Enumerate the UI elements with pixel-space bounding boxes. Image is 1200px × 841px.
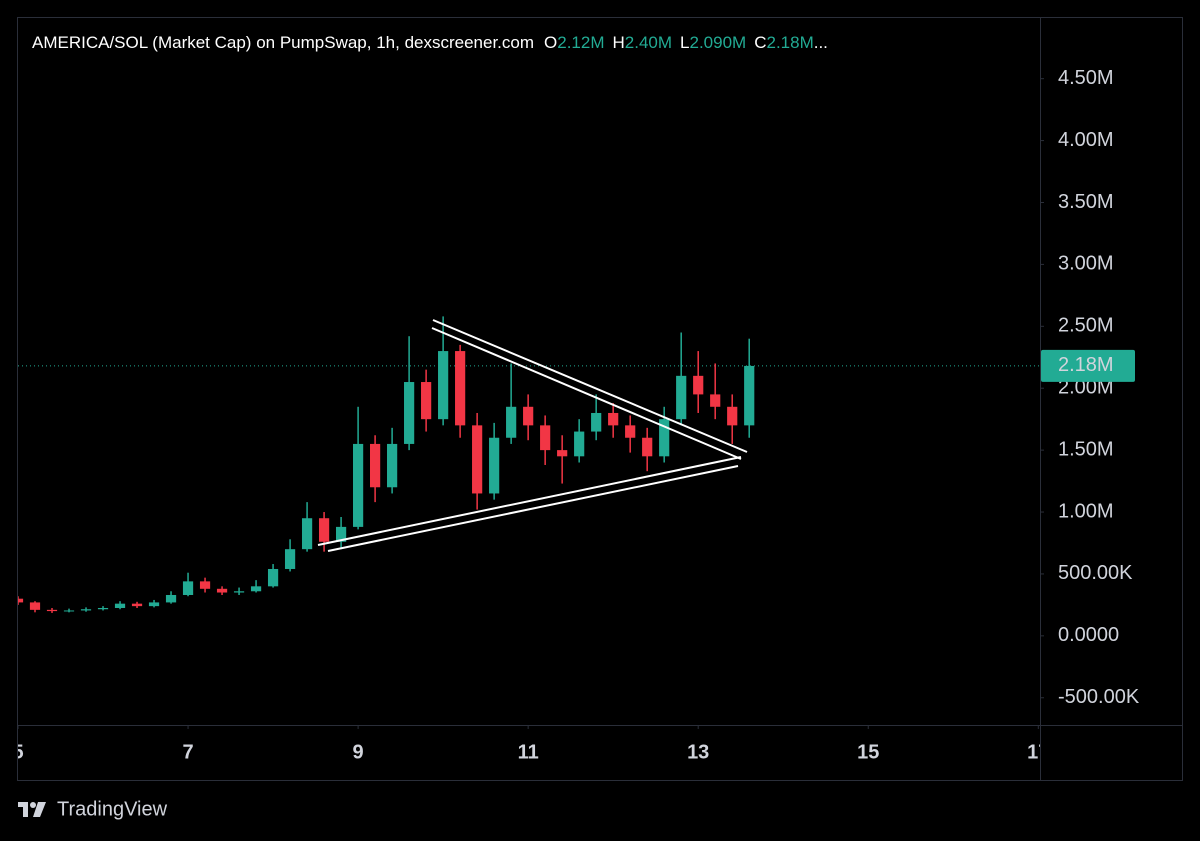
candle-body: [608, 412, 619, 426]
candle-body: [233, 591, 245, 593]
legend-key: O: [544, 33, 557, 52]
candle-body: [421, 382, 432, 420]
trendline: [432, 319, 748, 453]
candle-body: [267, 568, 279, 587]
x-tick-label: 7: [182, 741, 193, 763]
candle-body: [18, 598, 24, 603]
candle-body: [29, 602, 41, 610]
candle-body: [352, 443, 364, 527]
x-tick-label: 17: [1027, 741, 1049, 763]
legend-value: 2.40M: [625, 33, 672, 52]
candle-body: [693, 375, 704, 395]
y-tick-label: 3.00M: [1058, 253, 1114, 275]
candle-body: [506, 406, 517, 438]
legend-value: 2.18M: [766, 33, 813, 52]
plot-area: [18, 316, 1040, 613]
candle-body: [591, 412, 602, 432]
y-tick-label: 2.50M: [1058, 315, 1114, 337]
candle-body: [455, 351, 466, 426]
candle-body: [659, 419, 670, 457]
candle-body: [523, 406, 534, 426]
y-tick-label: 1.50M: [1058, 438, 1114, 460]
logo-part: [30, 802, 36, 808]
trendline: [317, 456, 742, 546]
candle-body: [182, 581, 194, 595]
y-tick-label: 500.00K: [1058, 562, 1133, 584]
candle-body: [404, 382, 415, 444]
candle-body: [625, 425, 636, 438]
trendline: [431, 327, 742, 460]
y-tick-label: 2.00M: [1058, 376, 1114, 398]
candle-body: [642, 437, 653, 457]
candle-body: [114, 603, 126, 608]
candle-body: [131, 603, 143, 607]
last-price-tag: [1041, 349, 1135, 382]
x-tick-label: 11: [518, 741, 539, 763]
candle-body: [97, 607, 109, 610]
candle-body: [165, 594, 177, 603]
y-tick-label: 0.0000: [1058, 624, 1119, 646]
legend-key: H: [613, 33, 625, 52]
candle-body: [744, 365, 755, 426]
candle-body: [199, 581, 211, 589]
legend-ellipsis: ...: [814, 33, 828, 52]
candle-body: [370, 443, 381, 488]
trendline: [327, 465, 739, 552]
candle-body: [710, 394, 721, 407]
legend-key: L: [680, 33, 689, 52]
candle-body: [301, 518, 313, 550]
y-axis: 4.50M 4.00M 3.50M 3.00M 2.50M 2.00M 1.50M 1.00M…: [1040, 67, 1140, 708]
y-tick-label: 3.50M: [1058, 191, 1114, 213]
candle-body: [574, 431, 585, 457]
candle-body: [318, 518, 330, 542]
last-price-label: 2.18M: [1058, 354, 1114, 376]
branding: TradingView: [57, 798, 168, 820]
x-tick-label: 13: [687, 741, 709, 763]
candle-body: [80, 609, 92, 611]
candle-body: [335, 526, 347, 542]
legend: AMERICA/SOL (Market Cap) on PumpSwap, 1h…: [32, 33, 828, 52]
x-tick-label: 9: [353, 741, 364, 763]
legend-title: AMERICA/SOL (Market Cap) on PumpSwap, 1h…: [32, 33, 534, 52]
branding-logo: [18, 802, 46, 817]
candle-body: [284, 549, 296, 569]
candle-body: [472, 425, 483, 494]
candle-body: [676, 375, 687, 420]
legend-value: 2.090M: [690, 33, 747, 52]
trendlines: [317, 319, 748, 552]
candle-body: [46, 609, 58, 612]
candle-body: [557, 450, 568, 457]
y-tick-label: 4.50M: [1058, 67, 1114, 89]
y-tick-label: -500.00K: [1058, 686, 1140, 708]
y-tick-label: 1.00M: [1058, 500, 1114, 522]
candle-body: [489, 437, 500, 494]
legend-value: 2.12M: [557, 33, 604, 52]
candle-body: [63, 610, 75, 612]
candle-body: [250, 586, 262, 592]
candle-body: [216, 588, 228, 593]
legend-key: C: [754, 33, 766, 52]
x-axis: 5 7 9 11 13 15 17: [12, 726, 1049, 763]
candle-body: [387, 443, 398, 488]
y-tick-label: 4.00M: [1058, 129, 1114, 151]
logo-part: [23, 802, 28, 817]
candle-body: [540, 425, 551, 451]
candle-body: [438, 351, 449, 420]
x-tick-label: 15: [857, 741, 879, 763]
candle-body: [148, 602, 160, 607]
x-tick-label: 5: [12, 741, 23, 763]
logo-part: [33, 802, 46, 817]
candle-body: [727, 406, 738, 426]
